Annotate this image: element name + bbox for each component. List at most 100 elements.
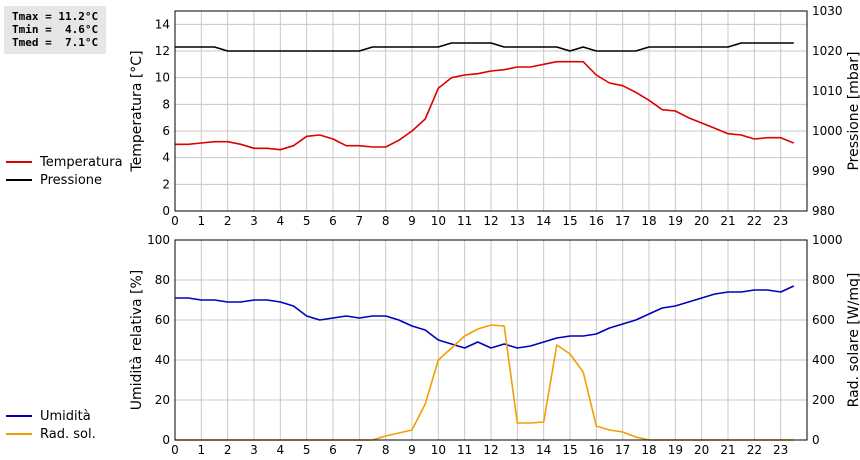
chart2-x-tick-label: 22 xyxy=(747,443,762,457)
chart2-x-tick-label: 9 xyxy=(408,443,416,457)
chart2-y-right-tick-label: 400 xyxy=(812,353,835,367)
chart1-y-left-tick-label: 0 xyxy=(162,204,170,218)
chart1-x-tick-label: 23 xyxy=(773,214,788,228)
chart1-x-tick-label: 19 xyxy=(668,214,683,228)
chart2-x-tick-label: 2 xyxy=(224,443,232,457)
chart2-y-left-tick-label: 80 xyxy=(155,273,170,287)
chart2-x-tick-label: 10 xyxy=(431,443,446,457)
chart1-series-temperature xyxy=(175,60,795,151)
chart1-x-tick-label: 18 xyxy=(641,214,656,228)
chart1-y-right-label: Pressione [mbar] xyxy=(846,51,860,170)
chart1-y-left-tick-label: 10 xyxy=(155,71,170,85)
chart2-series-humidity xyxy=(175,285,795,349)
chart1-x-tick-label: 12 xyxy=(483,214,498,228)
chart1-x-tick-label: 10 xyxy=(431,214,446,228)
chart1-y-left-tick-label: 2 xyxy=(162,177,170,191)
chart2-x-tick-label: 18 xyxy=(641,443,656,457)
legend-item-humidity: Umidità xyxy=(6,407,96,425)
legend-label-radiation: Rad. sol. xyxy=(40,426,96,442)
chart1-y-left-tick-label: 14 xyxy=(155,17,170,31)
legend-swatch-pressure xyxy=(6,179,32,181)
chart1-x-tick-label: 1 xyxy=(198,214,206,228)
chart1-x-tick-label: 7 xyxy=(356,214,364,228)
chart2-y-right-tick-label: 800 xyxy=(812,273,835,287)
chart2-x-tick-label: 1 xyxy=(198,443,206,457)
chart2-y-left-tick-label: 100 xyxy=(147,233,170,247)
chart2-x-tick-label: 14 xyxy=(536,443,551,457)
chart2-x-tick-label: 15 xyxy=(562,443,577,457)
chart2-x-tick-label: 12 xyxy=(483,443,498,457)
chart1-x-tick-label: 16 xyxy=(589,214,604,228)
chart2-x-tick-label: 17 xyxy=(615,443,630,457)
chart1-x-tick-label: 8 xyxy=(382,214,390,228)
chart2-y-left-label: Umidità relativa [%] xyxy=(129,270,145,411)
stat-tmed: Tmed = 7.1°C xyxy=(12,36,99,49)
chart2-y-left-tick-label: 0 xyxy=(162,433,170,447)
chart1-y-right-tick-label: 990 xyxy=(812,164,835,178)
chart1-x-tick-label: 0 xyxy=(171,214,179,228)
chart1-frame xyxy=(174,10,808,212)
chart2-x-tick-label: 3 xyxy=(250,443,258,457)
chart1-y-right-tick-label: 1030 xyxy=(812,4,843,18)
stat-tmax: Tmax = 11.2°C xyxy=(12,10,99,23)
stats-box: Tmax = 11.2°C Tmin = 4.6°C Tmed = 7.1°C xyxy=(4,6,106,54)
chart1-y-right-tick-label: 1010 xyxy=(812,84,843,98)
chart1-y-right-tick-label: 1000 xyxy=(812,124,843,138)
legend-swatch-humidity xyxy=(6,415,32,417)
chart2-y-right-tick-label: 200 xyxy=(812,393,835,407)
chart1-y-left-tick-label: 8 xyxy=(162,97,170,111)
chart2-y-right-tick-label: 600 xyxy=(812,313,835,327)
chart2-x-tick-label: 4 xyxy=(277,443,285,457)
legend-swatch-radiation xyxy=(6,433,32,435)
stat-tmin: Tmin = 4.6°C xyxy=(12,23,99,36)
legend-bottom: Umidità Rad. sol. xyxy=(6,407,96,443)
legend-label-temperature: Temperatura xyxy=(40,154,123,170)
chart2-frame xyxy=(174,239,808,441)
chart1-x-tick-label: 4 xyxy=(277,214,285,228)
chart2-x-tick-label: 6 xyxy=(329,443,337,457)
chart2-x-tick-label: 19 xyxy=(668,443,683,457)
chart2-y-right-label: Rad. solare [W/mq] xyxy=(846,273,860,408)
chart2-x-tick-label: 5 xyxy=(303,443,311,457)
chart1-x-tick-label: 9 xyxy=(408,214,416,228)
chart1-y-left-tick-label: 12 xyxy=(155,44,170,58)
chart2-x-tick-label: 21 xyxy=(720,443,735,457)
chart1-x-tick-label: 6 xyxy=(329,214,337,228)
legend-top: Temperatura Pressione xyxy=(6,153,123,189)
legend-swatch-temperature xyxy=(6,161,32,163)
chart1-y-left-tick-label: 4 xyxy=(162,151,170,165)
chart1-y-left-tick-label: 6 xyxy=(162,124,170,138)
chart1-y-left-label: Temperatura [°C] xyxy=(129,50,145,172)
chart2-x-tick-label: 7 xyxy=(356,443,364,457)
chart2-y-left-tick-label: 20 xyxy=(155,393,170,407)
chart1-x-tick-label: 11 xyxy=(457,214,472,228)
chart1-x-tick-label: 17 xyxy=(615,214,630,228)
chart2-y-left-tick-label: 40 xyxy=(155,353,170,367)
chart2-x-tick-label: 23 xyxy=(773,443,788,457)
chart2-x-tick-label: 8 xyxy=(382,443,390,457)
chart2-y-right-tick-label: 1000 xyxy=(812,233,843,247)
chart1-x-tick-label: 2 xyxy=(224,214,232,228)
chart2-y-left-tick-label: 60 xyxy=(155,313,170,327)
legend-label-pressure: Pressione xyxy=(40,172,103,188)
chart1-x-tick-label: 20 xyxy=(694,214,709,228)
legend-item-pressure: Pressione xyxy=(6,171,123,189)
chart1-x-tick-label: 22 xyxy=(747,214,762,228)
chart1-x-tick-label: 13 xyxy=(510,214,525,228)
chart1-y-right-tick-label: 980 xyxy=(812,204,835,218)
chart1-x-tick-label: 15 xyxy=(562,214,577,228)
legend-label-humidity: Umidità xyxy=(40,408,91,424)
chart1-x-tick-label: 14 xyxy=(536,214,551,228)
chart2-x-tick-label: 16 xyxy=(589,443,604,457)
legend-item-temperature: Temperatura xyxy=(6,153,123,171)
chart1-y-right-tick-label: 1020 xyxy=(812,44,843,58)
chart1-series-pressure xyxy=(175,42,794,52)
legend-item-radiation: Rad. sol. xyxy=(6,425,96,443)
chart1-x-tick-label: 5 xyxy=(303,214,311,228)
chart1-x-tick-label: 21 xyxy=(720,214,735,228)
chart2-x-tick-label: 13 xyxy=(510,443,525,457)
chart2-y-right-tick-label: 0 xyxy=(812,433,820,447)
chart2-x-tick-label: 0 xyxy=(171,443,179,457)
chart2-x-tick-label: 11 xyxy=(457,443,472,457)
